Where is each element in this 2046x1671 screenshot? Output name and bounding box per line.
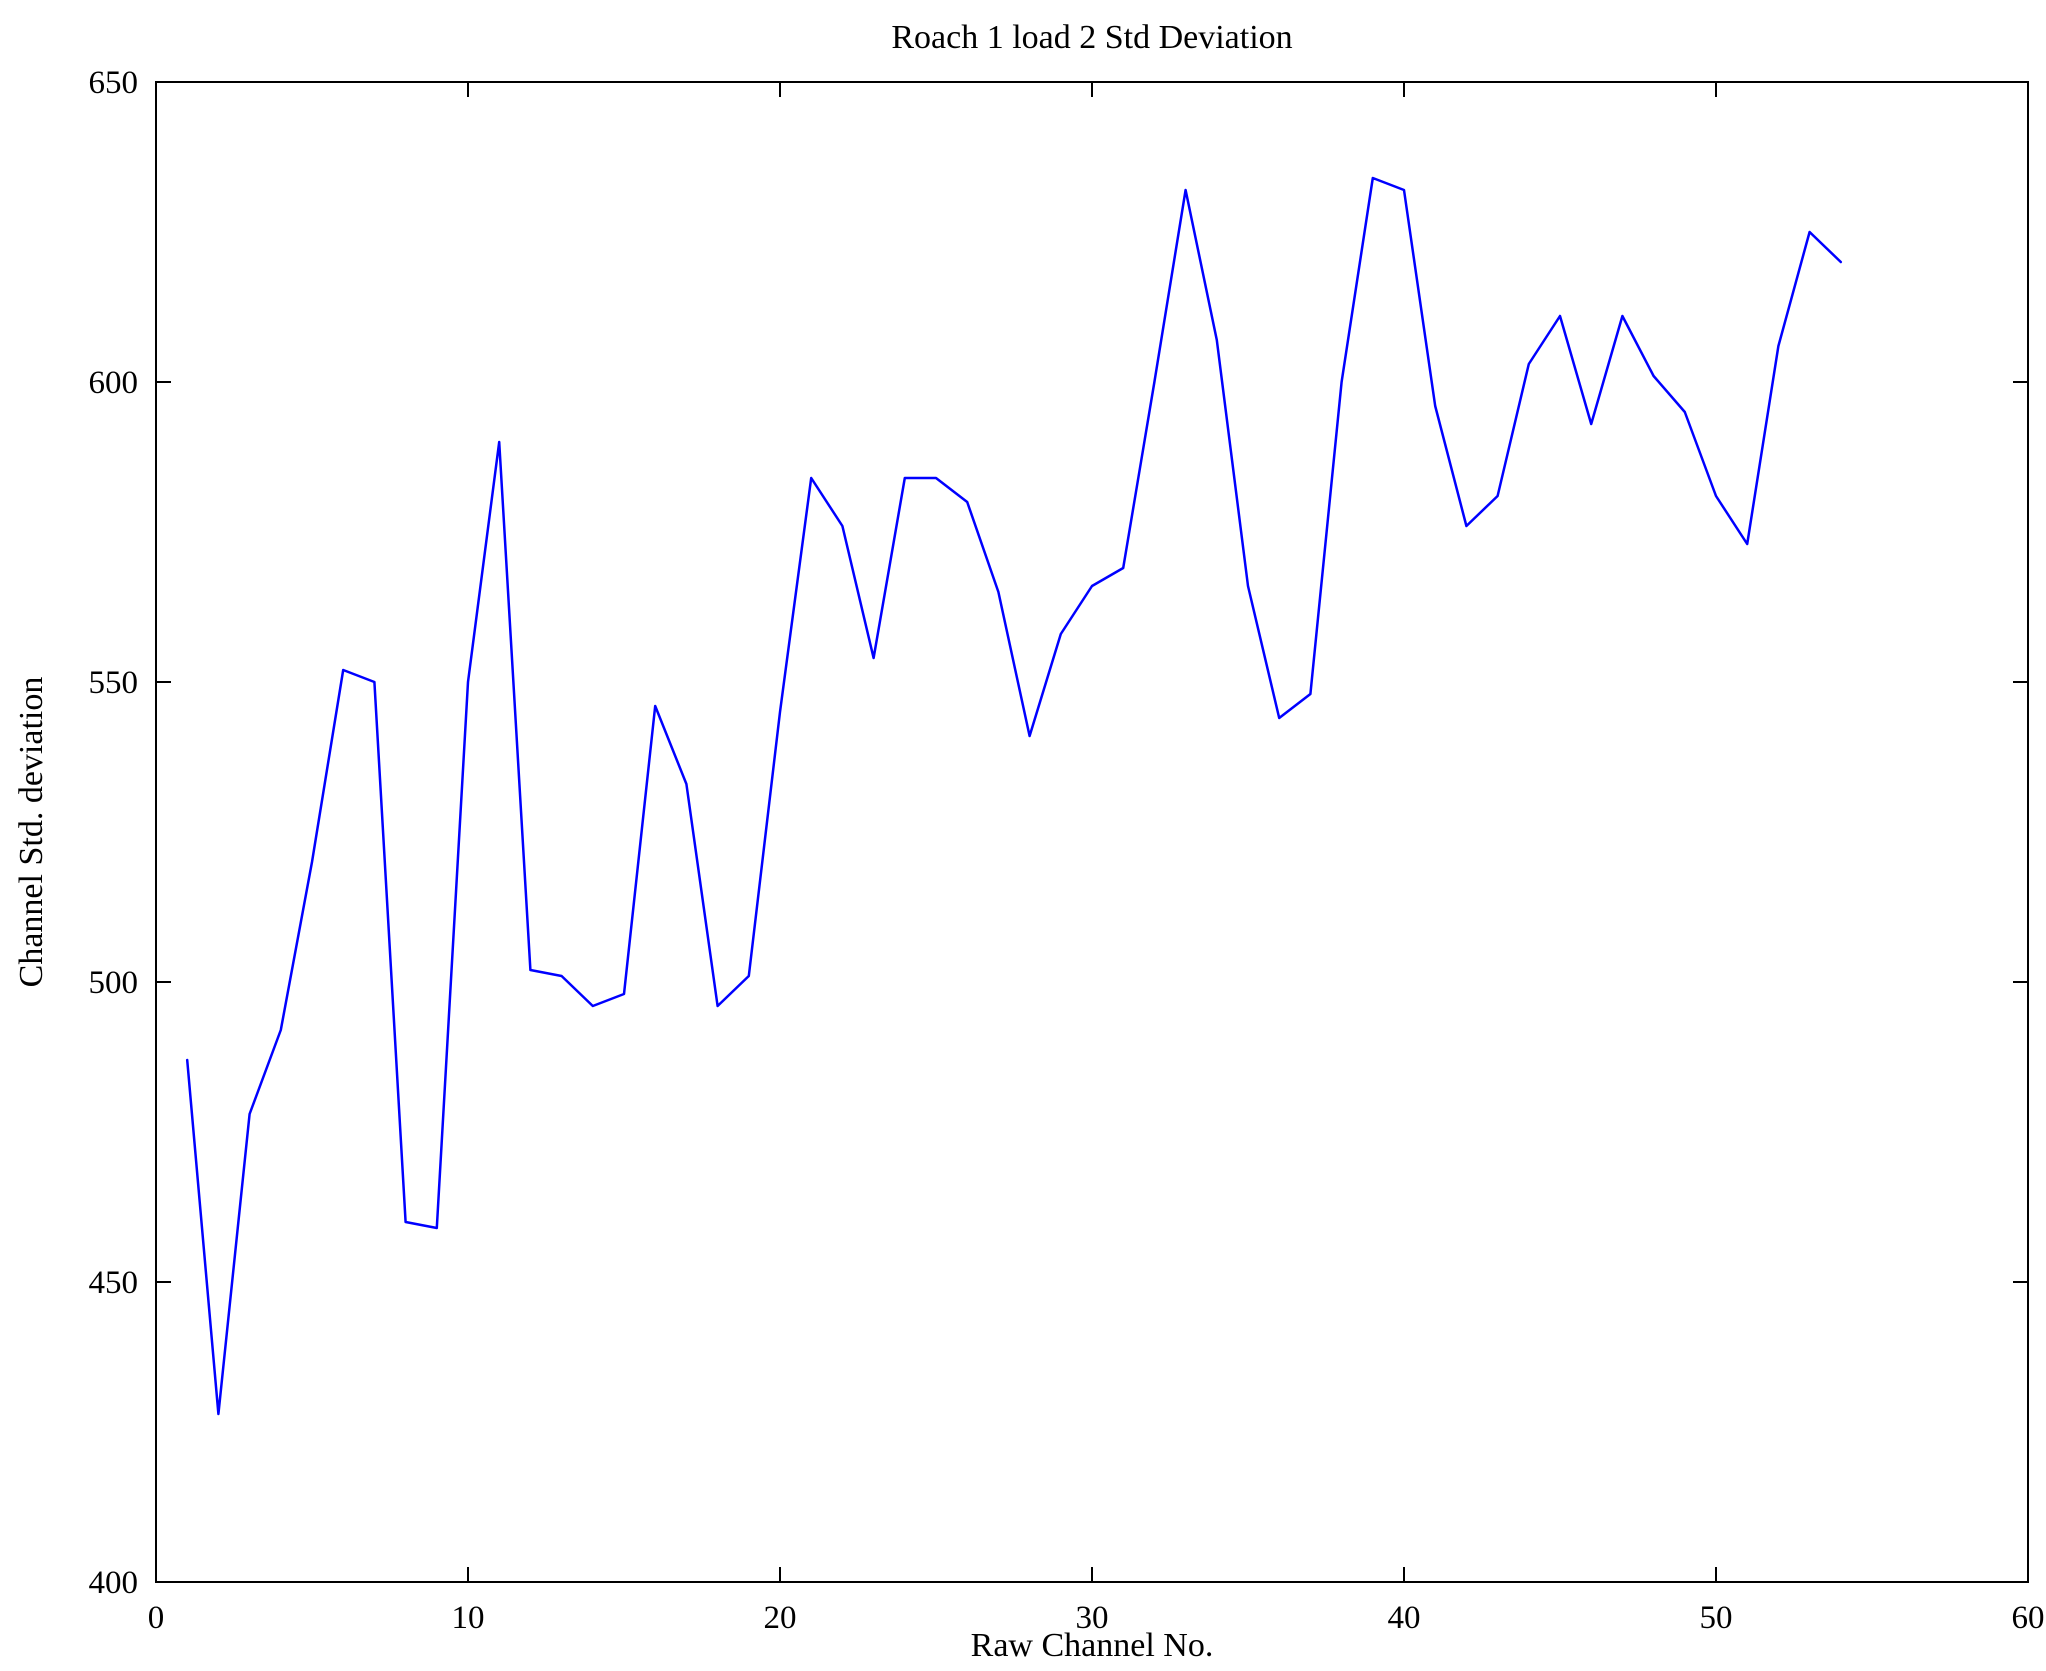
x-tick-label: 0 [148, 1600, 165, 1636]
data-series-line [185, 176, 1843, 1416]
x-axis-ticks [155, 82, 2029, 1582]
x-tick-label: 40 [1388, 1600, 1421, 1636]
x-tick-label: 60 [2012, 1600, 2045, 1636]
y-tick-label: 450 [89, 1265, 139, 1301]
x-tick-label: 50 [1700, 1600, 1733, 1636]
plot-area [155, 81, 2029, 1583]
y-tick-label: 600 [89, 365, 139, 401]
y-tick-label: 650 [89, 65, 139, 101]
chart-title: Roach 1 load 2 Std Deviation [891, 19, 1292, 56]
x-tick-label: 10 [452, 1600, 485, 1636]
y-axis-tick-labels: 400 450 500 550 600 650 [89, 65, 139, 1601]
y-axis-ticks [156, 81, 2028, 1583]
x-tick-label: 30 [1076, 1600, 1109, 1636]
x-tick-label: 20 [764, 1600, 797, 1636]
y-tick-label: 400 [89, 1565, 139, 1601]
x-axis-label: Raw Channel No. [971, 1627, 1214, 1664]
y-tick-label: 550 [89, 665, 139, 701]
x-axis-tick-labels: 0 10 20 30 40 50 60 [148, 1600, 2045, 1636]
y-axis-label: Channel Std. deviation [13, 677, 50, 988]
y-tick-label: 500 [89, 965, 139, 1001]
